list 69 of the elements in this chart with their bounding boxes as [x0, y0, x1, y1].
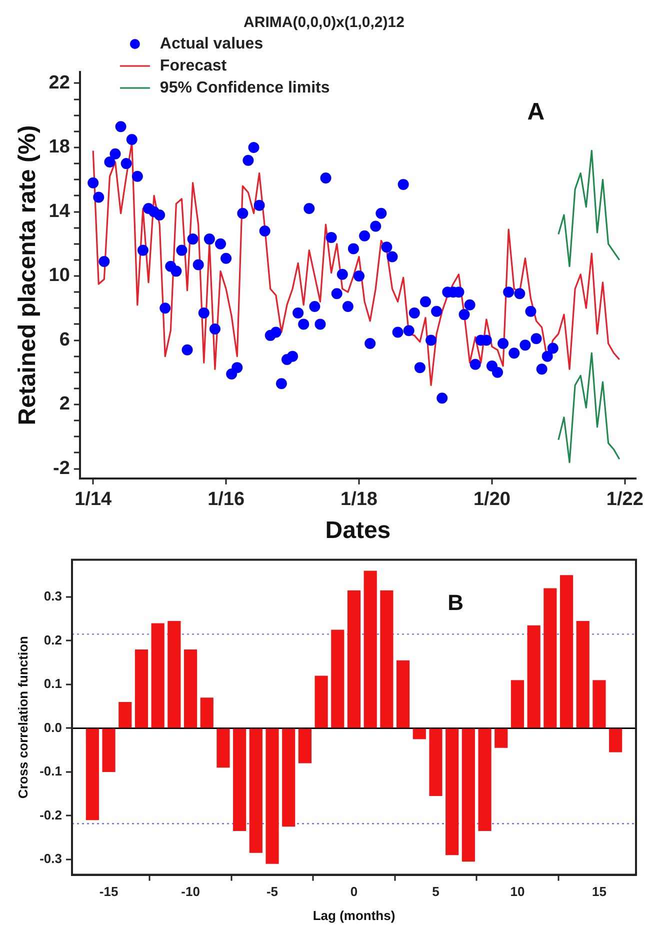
bar: [331, 630, 344, 728]
bar: [347, 590, 361, 728]
y-axis-title: Cross correlation function: [15, 636, 30, 799]
bar: [380, 590, 394, 728]
annotation: B: [448, 590, 464, 615]
bar: [216, 728, 230, 768]
y-axis-title: Retained placenta rate (%): [14, 125, 42, 426]
legend-label: Actual values: [160, 35, 264, 52]
bar: [478, 728, 492, 832]
y-tick-label: -2: [53, 458, 70, 479]
bar: [560, 575, 574, 728]
legend-label: Forecast: [160, 57, 228, 74]
bar: [446, 728, 459, 856]
y-tick-label: 22: [48, 72, 70, 94]
y-tick-label: 10: [48, 265, 70, 286]
x-tick-label: 5: [432, 884, 440, 900]
y-tick-label: 18: [48, 136, 70, 158]
y-tick-label: -0.3: [40, 851, 62, 866]
bar: [151, 623, 164, 728]
x-tick-label: 15: [592, 884, 606, 900]
x-tick-label: 1/14: [74, 489, 112, 510]
y-tick-label: 0.0: [44, 720, 62, 735]
bar: [282, 728, 296, 827]
y-tick-label: 14: [48, 200, 70, 222]
x-tick-label: 10: [510, 884, 525, 900]
bar: [544, 588, 557, 728]
x-tick-label: 0: [350, 884, 358, 900]
x-tick-label: -5: [266, 884, 278, 900]
x-axis-title: Dates: [325, 517, 391, 544]
bar: [510, 680, 524, 728]
bar: [168, 621, 181, 728]
annotation: A: [527, 98, 545, 126]
x-tick-label: 1/18: [340, 489, 378, 510]
y-tick-label: -0.1: [40, 764, 62, 779]
bar: [364, 570, 377, 728]
bar: [592, 680, 606, 728]
bar: [576, 621, 590, 728]
bar: [102, 728, 116, 772]
x-tick-label: -15: [99, 884, 118, 900]
y-tick-label: 0.1: [44, 676, 62, 692]
x-tick-label: 1/20: [473, 489, 510, 510]
x-tick-label: 1/22: [606, 489, 644, 510]
bar: [527, 625, 540, 728]
bar: [609, 728, 622, 752]
y-tick-label: 0.2: [44, 632, 62, 648]
bar: [396, 660, 410, 728]
y-tick-label: 2: [59, 394, 70, 415]
bar: [494, 728, 508, 748]
bar: [314, 676, 328, 728]
chart-title: ARIMA(0,0,0)x(1,0,2)12: [244, 14, 404, 32]
y-tick-label: 6: [59, 329, 70, 350]
x-tick-label: -10: [181, 884, 200, 900]
bar: [184, 649, 198, 728]
x-tick-label: 1/16: [208, 489, 245, 510]
bar: [412, 728, 426, 740]
bar: [118, 702, 132, 728]
bar: [86, 728, 99, 820]
bar: [462, 728, 475, 862]
bar: [200, 698, 214, 728]
bar: [233, 728, 246, 832]
legend-label: 95% Confidence limits: [160, 79, 330, 96]
bar: [298, 728, 312, 764]
y-tick-label: -0.2: [40, 807, 62, 822]
y-tick-label: 0.3: [44, 588, 62, 604]
bar: [429, 728, 442, 796]
bar: [266, 728, 279, 864]
x-axis-title: Lag (months): [312, 908, 396, 923]
bar: [134, 649, 148, 728]
bar: [249, 728, 262, 853]
